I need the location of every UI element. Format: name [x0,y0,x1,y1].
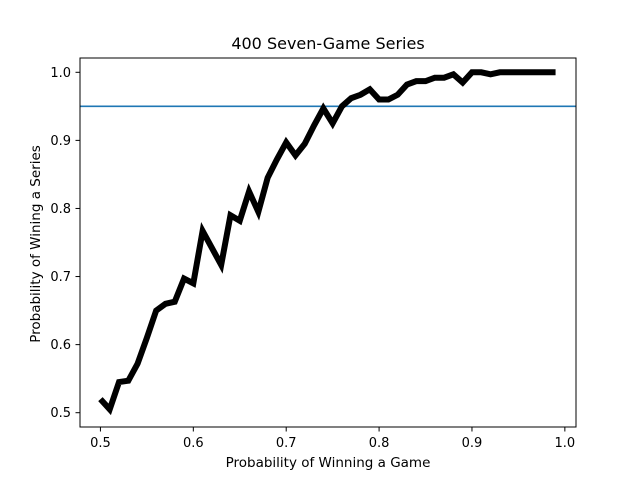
y-axis-label: Probability of Wining a Series [28,145,44,343]
axes-frame [79,57,577,428]
y-tick-label: 0.9 [50,134,71,149]
x-tick-label: 0.5 [90,436,111,451]
x-tick-label: 1.0 [555,436,576,451]
plot-area: 0.5 0.6 0.7 0.8 0.9 1.0 0.5 0.6 0.7 0.8 0.9 1.0 [50,57,577,451]
y-tick-label: 0.8 [50,202,71,217]
y-tick-label: 0.6 [50,338,71,353]
x-tick-label: 0.8 [369,436,390,451]
x-tick-label: 0.7 [276,436,297,451]
y-tick-label: 0.7 [50,270,71,285]
y-tick-label: 0.5 [50,406,71,421]
x-tick-label: 0.6 [183,436,204,451]
series-line [98,69,556,416]
chart-title: 400 Seven-Game Series [231,34,424,53]
x-tick-label: 0.9 [462,436,483,451]
y-tick-label: 1.0 [50,66,71,81]
x-axis-label: Probability of Winning a Game [226,455,431,471]
